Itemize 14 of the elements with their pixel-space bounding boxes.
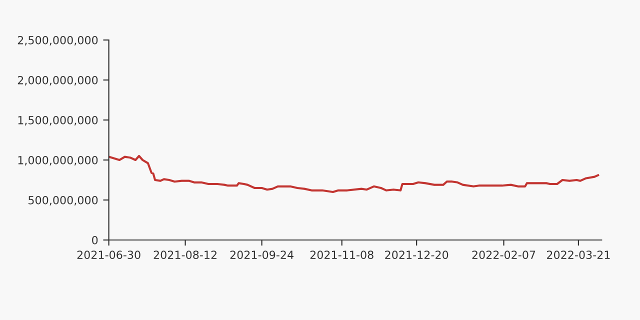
y-tick-label: 1,000,000,000 xyxy=(18,156,98,166)
y-tick-label: 1,500,000,000 xyxy=(18,116,98,126)
x-tick-label: 2022-03-21 xyxy=(547,250,610,260)
y-tick-label: 500,000,000 xyxy=(28,196,98,206)
x-tick-label: 2022-02-07 xyxy=(472,250,536,260)
line-series xyxy=(108,154,600,194)
x-tick-label: 2021-12-20 xyxy=(385,250,448,260)
y-tick-label: 2,500,000,000 xyxy=(18,36,98,46)
y-tick-label: 2,000,000,000 xyxy=(18,76,98,86)
x-tick-label: 2021-08-12 xyxy=(154,250,216,260)
x-tick-label: 2021-11-08 xyxy=(310,250,374,260)
x-tick-label: 2021-06-30 xyxy=(77,250,140,260)
x-tick-label: 2021-09-24 xyxy=(230,250,294,260)
y-tick-label: 0 xyxy=(92,236,98,244)
